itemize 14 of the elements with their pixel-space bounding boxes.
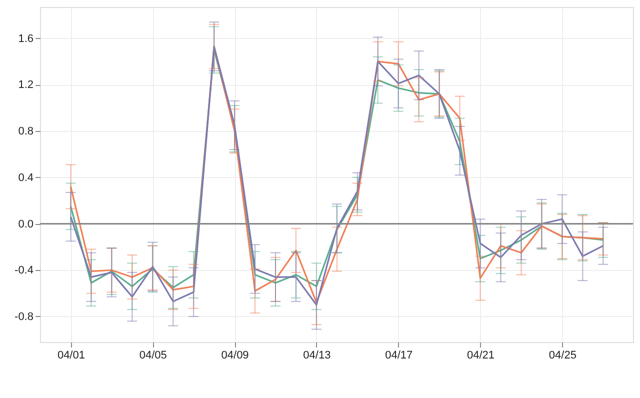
y-tick-label: 0.8 bbox=[18, 126, 34, 138]
y-tick-label: -0.8 bbox=[14, 311, 34, 323]
y-tick-label: -0.4 bbox=[14, 264, 34, 277]
y-tick-label: 1.6 bbox=[18, 32, 34, 45]
x-tick-label: 04/01 bbox=[57, 350, 85, 362]
x-tick-label: 04/05 bbox=[139, 350, 167, 362]
x-tick-label: 04/21 bbox=[467, 350, 495, 362]
y-tick-label: 1.2 bbox=[18, 79, 34, 92]
y-tick-label: 0.4 bbox=[18, 172, 34, 184]
x-tick-label: 04/25 bbox=[548, 350, 576, 362]
x-tick-label: 04/09 bbox=[221, 350, 249, 362]
y-tick-label: 0.0 bbox=[18, 218, 34, 230]
x-tick-label: 04/17 bbox=[385, 350, 413, 362]
x-tick-label: 04/13 bbox=[303, 350, 331, 362]
